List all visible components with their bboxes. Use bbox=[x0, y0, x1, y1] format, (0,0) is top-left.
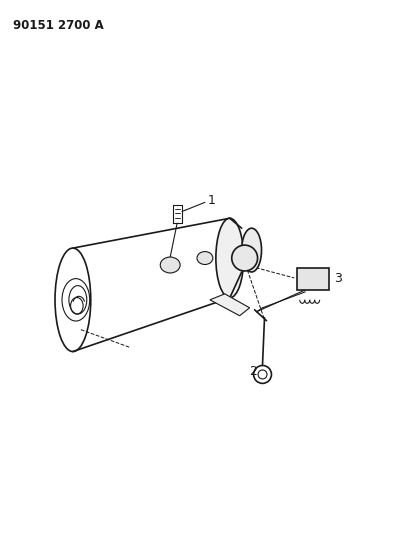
Ellipse shape bbox=[242, 228, 261, 272]
Ellipse shape bbox=[160, 257, 180, 273]
Ellipse shape bbox=[197, 252, 213, 264]
Text: 90151 2700 A: 90151 2700 A bbox=[13, 19, 104, 33]
Circle shape bbox=[232, 245, 257, 271]
Polygon shape bbox=[210, 294, 250, 316]
Text: 2: 2 bbox=[250, 365, 257, 378]
Ellipse shape bbox=[216, 218, 244, 298]
FancyBboxPatch shape bbox=[297, 268, 329, 290]
Text: 1: 1 bbox=[208, 194, 216, 207]
Text: 3: 3 bbox=[334, 272, 342, 286]
